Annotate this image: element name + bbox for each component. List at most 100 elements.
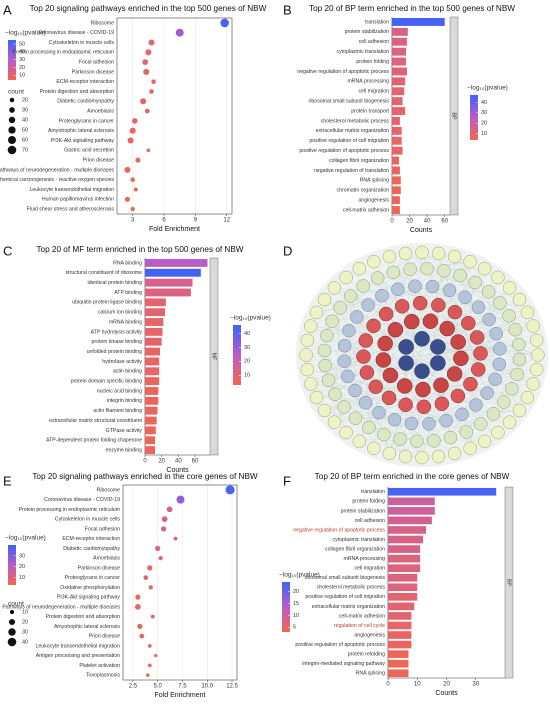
x-axis-title: Counts [166, 467, 189, 474]
y-tick-label: ECM-receptor interaction [62, 536, 120, 542]
network-node [502, 415, 517, 429]
network-node [309, 390, 324, 405]
y-tick-label: calcium ion binding [98, 310, 142, 316]
panel-label: C [3, 243, 12, 258]
colorbar-title: −log₁₀(pvalue) [467, 85, 508, 92]
size-legend-title: count [8, 601, 24, 608]
network-node [493, 342, 507, 356]
network-node [318, 358, 332, 373]
bar [145, 308, 165, 317]
size-key [7, 637, 17, 647]
colorbar-label: 10 [481, 131, 487, 137]
y-tick-label: mRNA binding [109, 319, 142, 325]
y-tick-label: structural constituent of ribosome [66, 270, 143, 276]
network-node [473, 346, 488, 361]
network-edge [363, 285, 412, 322]
colorbar-label: 15 [293, 601, 299, 607]
bar [388, 497, 435, 506]
network-node [325, 314, 339, 328]
network-edge [470, 277, 499, 449]
y-tick-label: Oxidative phosphorylation [60, 585, 120, 591]
x-tick-label: 9 [194, 218, 198, 224]
network-node [372, 405, 386, 420]
network-node [453, 350, 469, 367]
bar [145, 406, 158, 415]
y-tick-label: mRNA processing [347, 79, 389, 85]
bar [392, 156, 400, 165]
network-edge [324, 383, 534, 411]
bar [392, 116, 400, 125]
y-tick-label: translation [365, 19, 389, 25]
y-tick-label: actin binding [113, 369, 142, 375]
network-edge [344, 316, 357, 362]
dot [155, 545, 161, 552]
y-tick-label: cholesterol metabolic process [317, 585, 386, 591]
dot [154, 653, 158, 658]
network-node [427, 434, 441, 448]
network-edge [454, 256, 459, 342]
y-tick-label: cell adhesion [359, 39, 389, 45]
network-node [453, 268, 467, 283]
x-tick-label: 0 [386, 682, 390, 688]
network-node [377, 427, 391, 442]
colorbar-label: 10 [293, 613, 299, 619]
network-edge [422, 323, 469, 390]
x-tick-label: 6 [162, 218, 166, 224]
colorbar-title: −log₁₀(pvalue) [279, 572, 320, 579]
bar [388, 526, 427, 534]
y-tick-label: positive regulation of cell migration [305, 594, 385, 600]
dot [129, 127, 136, 134]
size-key [9, 107, 15, 113]
dot [144, 108, 150, 114]
y-tick-label: extracellular matrix organization [316, 128, 389, 134]
dot [146, 148, 151, 153]
y-tick-label: mRNA processing [343, 556, 385, 562]
network-edge [397, 289, 497, 334]
bar [388, 583, 418, 592]
network-edge [393, 253, 439, 273]
y-tick-label: Toxoplasmosis [86, 673, 120, 679]
network-node [477, 434, 492, 449]
size-key-label: 40 [22, 117, 28, 123]
network-edge [326, 329, 396, 336]
dot [124, 166, 131, 173]
colorbar-title: −log₁₀(pvalue) [5, 30, 46, 37]
dot [137, 623, 143, 630]
network-edge [427, 268, 500, 365]
network-edge [344, 406, 395, 420]
bar [145, 278, 193, 287]
y-tick-label: protein transport [351, 108, 389, 114]
network-edge [373, 397, 390, 449]
network-node [469, 398, 483, 412]
dot [140, 98, 147, 105]
dot [147, 565, 153, 571]
network-node [469, 330, 485, 345]
network-node [512, 352, 527, 367]
y-tick-label: unfolded protein binding [87, 349, 142, 355]
network-node [497, 395, 511, 409]
bar [145, 298, 166, 307]
network-node [327, 415, 342, 429]
x-tick-label: 60 [441, 219, 448, 225]
network-node [398, 355, 414, 371]
x-tick-label: 30 [472, 682, 479, 688]
size-key-label: 70 [22, 147, 28, 153]
network-node [327, 281, 342, 295]
network-node [382, 249, 397, 264]
network-node [368, 379, 383, 395]
y-tick-label: ECM-receptor interaction [56, 79, 114, 85]
y-tick-label: integrin binding [107, 398, 142, 404]
network-node [358, 396, 373, 410]
dot [220, 18, 229, 28]
x-axis-title: Counts [435, 690, 458, 697]
colorbar-title: −log₁₀(pvalue) [230, 315, 271, 322]
network-node [482, 312, 496, 327]
dot [143, 575, 149, 580]
y-tick-label: negative regulation of apoptotic process [297, 69, 389, 75]
size-key-label: 10 [22, 609, 28, 615]
network-node [387, 321, 404, 338]
bar [388, 545, 421, 553]
bar [388, 573, 418, 582]
x-tick-label: 20 [406, 219, 413, 225]
x-tick-label: 12.5 [226, 684, 238, 690]
